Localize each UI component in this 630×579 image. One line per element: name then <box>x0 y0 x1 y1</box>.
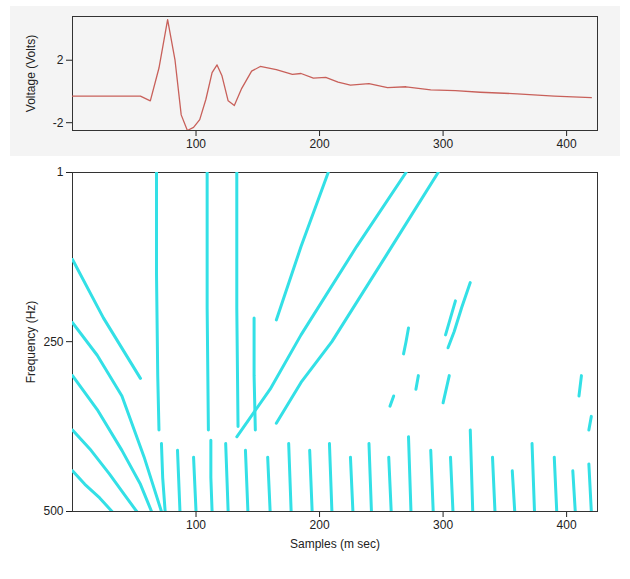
svg-text:Voltage (Volts): Voltage (Volts) <box>24 35 38 112</box>
svg-text:-2: -2 <box>53 116 64 130</box>
svg-text:300: 300 <box>433 137 453 151</box>
svg-text:2: 2 <box>57 53 64 67</box>
svg-text:100: 100 <box>186 518 206 532</box>
svg-text:Samples (m sec): Samples (m sec) <box>290 537 380 551</box>
svg-text:Frequency (Hz): Frequency (Hz) <box>24 301 38 384</box>
svg-text:300: 300 <box>433 518 453 532</box>
svg-text:400: 400 <box>557 137 577 151</box>
svg-text:200: 200 <box>310 137 330 151</box>
svg-text:500: 500 <box>43 504 63 518</box>
svg-text:400: 400 <box>557 518 577 532</box>
svg-text:1: 1 <box>57 165 64 179</box>
svg-text:200: 200 <box>310 518 330 532</box>
svg-text:250: 250 <box>43 335 63 349</box>
svg-text:100: 100 <box>186 137 206 151</box>
